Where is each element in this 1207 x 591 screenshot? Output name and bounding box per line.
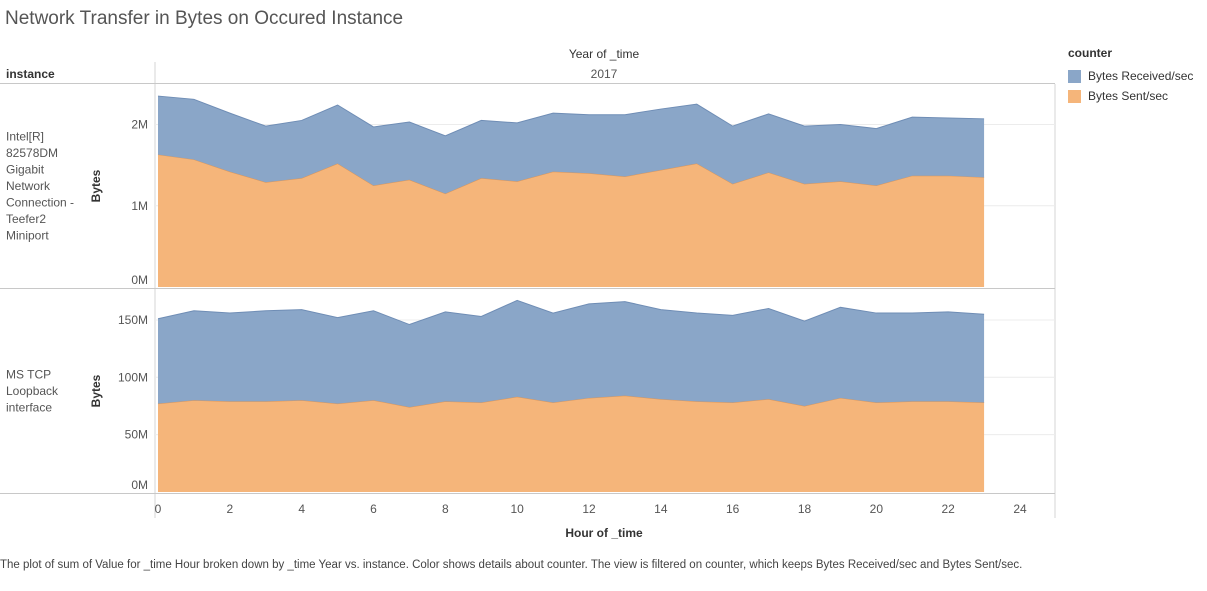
legend-item-received[interactable]: Bytes Received/sec [1068,66,1193,86]
x-tick-10: 20 [870,502,884,516]
instance-label-p1-2: interface [6,401,52,415]
legend: counter Bytes Received/sec Bytes Sent/se… [1068,46,1193,106]
line-p1-received [157,299,985,326]
area-p1-received [158,300,985,408]
instance-label-p0-0: Intel[R] [6,130,44,144]
chart-caption: The plot of sum of Value for _time Hour … [0,559,1023,571]
area-p1-sent [158,395,985,492]
column-header-title: Year of _time [569,47,640,61]
legend-swatch-sent [1068,89,1081,103]
area-p0-sent [158,154,985,287]
instance-label-p0-1: 82578DM [6,146,58,160]
instance-label-p0-4: Connection - [6,196,74,210]
instance-label-p0-3: Network [6,179,51,193]
area-p0-received [158,96,985,194]
x-tick-3: 6 [370,502,377,516]
x-tick-6: 12 [582,502,596,516]
legend-title: counter [1068,46,1113,60]
x-tick-4: 8 [442,502,449,516]
x-tick-9: 18 [798,502,812,516]
row-header-title: instance [6,67,55,81]
line-p0-sent [157,154,985,195]
instance-label-p0-6: Miniport [6,229,49,243]
x-axis-label: Hour of _time [565,526,643,540]
instance-label-p1-0: MS TCP [6,368,51,382]
legend-swatch-received [1068,69,1081,83]
y-axis-label-p0: Bytes [89,169,103,202]
x-tick-0: 0 [155,502,162,516]
legend-label-sent: Bytes Sent/sec [1088,89,1169,103]
y-axis-label-p1: Bytes [89,374,103,407]
y-tick-p1-0: 0M [131,478,148,492]
x-tick-7: 14 [654,502,668,516]
instance-label-p0-5: Teefer2 [6,212,46,226]
x-tick-11: 22 [941,502,955,516]
x-tick-8: 16 [726,502,740,516]
instance-label-p0-2: Gigabit [6,163,45,177]
column-header-value: 2017 [591,67,618,81]
chart-title: Network Transfer in Bytes on Occured Ins… [5,8,404,29]
x-tick-1: 2 [226,502,233,516]
y-tick-p0-2: 2M [131,118,148,132]
instance-label-p1-1: Loopback [6,384,59,398]
x-tick-12: 24 [1013,502,1027,516]
legend-item-sent[interactable]: Bytes Sent/sec [1068,86,1193,106]
y-tick-p1-3: 150M [118,313,148,327]
x-tick-5: 10 [510,502,524,516]
y-tick-p0-1: 1M [131,199,148,213]
legend-label-received: Bytes Received/sec [1088,69,1194,83]
line-p0-received [157,95,985,137]
y-tick-p1-1: 50M [125,428,148,442]
y-tick-p0-0: 0M [131,273,148,287]
y-tick-p1-2: 100M [118,370,148,384]
x-tick-2: 4 [298,502,305,516]
